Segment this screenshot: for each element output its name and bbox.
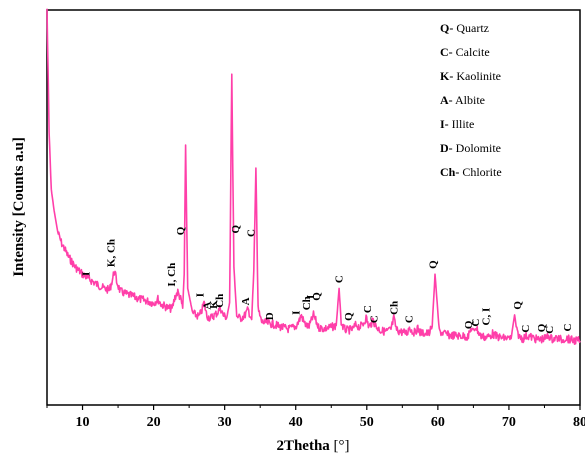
legend-name: Calcite [453,45,490,59]
legend-abbr: C- [440,45,453,59]
peak-label: K, Ch [106,239,118,267]
legend-item: I- Illite [440,117,474,131]
series-group [46,8,581,345]
legend-name: Quartz [453,21,489,35]
peak-label: I [290,311,302,315]
peak-label: Q [230,225,242,234]
legend-abbr: I- [440,117,449,131]
legend-item: A- Albite [440,93,485,107]
series-line [46,8,581,345]
x-tick-label: 60 [431,415,445,430]
x-tick-label: 50 [360,415,374,430]
peak-label: C [246,229,258,237]
legend-item: K- Kaolinite [440,69,501,83]
x-tick-label: 70 [502,415,516,430]
peak-label: K [208,300,220,309]
peak-label: C [362,305,374,313]
y-axis-title: Intensity [Counts a.u] [11,137,27,277]
peak-label: A [202,302,214,310]
legend-abbr: K- [440,69,453,83]
legend-name: Dolomite [453,141,501,155]
peak-label: C [562,324,574,332]
legend-item: C- Calcite [440,45,490,59]
peak-label: Q [311,292,323,301]
legend-name: Kaolinite [453,69,501,83]
x-tick-label: 80 [573,415,585,430]
peak-label: Ch [214,294,226,308]
peak-label: I [305,295,317,299]
peak-label: Q [463,320,475,329]
legend-abbr: Q- [440,21,453,35]
x-tick-label: 10 [76,415,90,430]
peak-label: Q [536,323,548,332]
peak-label: C, I [481,308,493,326]
legend-name: Albite [453,93,485,107]
peak-label: I [81,272,93,276]
peak-label: Q [175,226,187,235]
peak-label: C [403,315,415,323]
x-axis-title: 2Thetha [°] [276,438,349,454]
plot-frame [46,9,581,406]
peak-label: C [544,326,556,334]
peak-label: A [240,297,252,305]
legend-abbr: A- [440,93,453,107]
x-tick-label: 30 [218,415,232,430]
peak-label: Ch [301,296,313,310]
peak-label: C [334,275,346,283]
x-tick-label: 40 [289,415,303,430]
legend-item: Ch- Chlorite [440,165,502,179]
legend-item: Q- Quartz [440,21,489,35]
peak-label: Q [343,312,355,321]
peak-label: Ch [388,301,400,315]
peak-label: C [470,319,482,327]
peak-label: I, Ch [166,263,178,287]
x-tick-label: 20 [147,415,161,430]
legend-item: D- Dolomite [440,141,501,155]
peak-label: C [369,315,381,323]
legend-name: Illite [449,117,475,131]
x-axis-unit: [°] [334,438,350,454]
legend-abbr: D- [440,141,453,155]
peak-label: I [194,293,206,297]
peak-label: Q [427,260,439,269]
legend-abbr: Ch- [440,165,459,179]
peak-label: C [520,325,532,333]
peak-label: Q [512,301,524,310]
peak-label: D [264,312,276,320]
legend-name: Chlorite [459,165,501,179]
x-axis-ticks: 10 20 30 40 50 60 70 80 [46,405,585,430]
